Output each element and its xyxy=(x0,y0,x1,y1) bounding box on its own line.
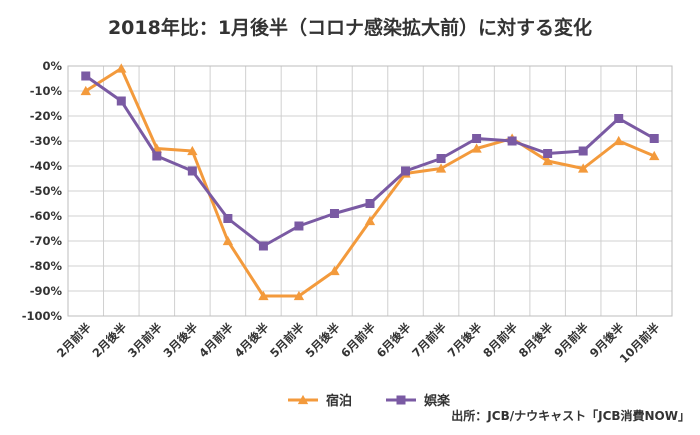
y-tick-label: 0% xyxy=(42,59,62,73)
x-tick-label: 5月後半 xyxy=(303,320,343,360)
legend-label: 娯楽 xyxy=(424,393,451,409)
x-tick-label: 10月前半 xyxy=(617,320,663,366)
data-point-triangle xyxy=(364,215,376,226)
data-point-square xyxy=(401,166,411,176)
data-point-triangle xyxy=(116,63,127,73)
data-point-square xyxy=(81,71,91,81)
data-point-triangle xyxy=(222,235,234,246)
data-point-triangle xyxy=(293,290,305,301)
series-goraku xyxy=(81,71,659,251)
x-axis-ticks: 2月前半2月後半3月前半3月後半4月前半4月後半5月前半5月後半6月前半6月後半… xyxy=(54,320,663,366)
data-point-triangle xyxy=(329,265,340,276)
data-point-square xyxy=(614,114,624,123)
data-point-square xyxy=(152,151,162,161)
y-tick-label: -10% xyxy=(30,84,63,98)
data-point-square xyxy=(116,96,126,106)
data-point-triangle xyxy=(297,394,309,405)
data-point-square xyxy=(365,199,375,208)
x-tick-label: 8月後半 xyxy=(516,320,556,360)
data-point-triangle xyxy=(578,163,589,173)
x-tick-label: 3月前半 xyxy=(125,320,165,360)
data-point-square xyxy=(223,214,233,223)
x-tick-label: 9月前半 xyxy=(551,320,591,360)
source-note: 出所：JCB/ナウキャスト「JCB消費NOW」 xyxy=(451,408,690,423)
data-point-triangle xyxy=(435,163,447,173)
x-tick-label: 4月後半 xyxy=(232,320,272,360)
x-tick-label: 4月前半 xyxy=(196,320,236,360)
legend-label: 宿泊 xyxy=(326,393,352,409)
y-tick-label: -70% xyxy=(30,234,63,248)
series-line xyxy=(84,67,655,298)
data-point-triangle xyxy=(649,150,660,161)
data-point-triangle xyxy=(80,85,91,96)
x-tick-label: 2月前半 xyxy=(54,320,94,360)
chart-title: 2018年比：1月後半（コロナ感染拡大前）に対する変化 xyxy=(108,16,592,39)
data-point-triangle xyxy=(258,290,269,301)
y-tick-label: -100% xyxy=(22,309,63,323)
x-tick-label: 6月前半 xyxy=(338,320,378,360)
plot-border xyxy=(67,65,673,317)
x-tick-label: 3月後半 xyxy=(161,320,201,360)
data-point-triangle xyxy=(187,145,198,156)
gridlines xyxy=(67,65,673,317)
data-point-square xyxy=(507,136,517,146)
y-axis-ticks: 0% -10% -20% -30% -40% -50% -60% -70% -80% -90% -1… xyxy=(22,59,63,323)
series-layer xyxy=(80,63,660,301)
data-point-square xyxy=(472,134,482,143)
legend-item: 娯楽 xyxy=(386,393,451,409)
y-tick-label: -60% xyxy=(30,209,63,223)
y-tick-label: -20% xyxy=(30,109,63,123)
legend: 宿泊 娯楽 xyxy=(288,393,451,409)
data-point-square xyxy=(294,221,304,231)
data-point-square xyxy=(436,154,446,163)
x-tick-label: 2月後半 xyxy=(89,320,129,360)
y-tick-label: -40% xyxy=(30,159,63,173)
x-tick-label: 7月後半 xyxy=(445,320,485,360)
data-point-square xyxy=(649,134,659,143)
x-tick-label: 5月前半 xyxy=(267,320,307,360)
data-point-triangle xyxy=(542,155,553,166)
y-tick-label: -90% xyxy=(30,284,63,298)
data-point-square xyxy=(258,241,268,251)
data-point-square xyxy=(187,166,197,176)
y-tick-label: -30% xyxy=(30,134,63,148)
y-tick-label: -80% xyxy=(30,259,63,273)
data-point-square xyxy=(396,395,406,405)
legend-item: 宿泊 xyxy=(288,393,352,409)
data-point-square xyxy=(329,209,339,218)
data-point-square xyxy=(543,149,553,158)
x-tick-label: 7月前半 xyxy=(409,320,449,360)
series-shukuhaku xyxy=(80,63,660,301)
data-point-triangle xyxy=(471,143,482,153)
y-tick-label: -50% xyxy=(30,184,63,198)
x-tick-label: 6月後半 xyxy=(374,320,414,360)
x-tick-label: 8月前半 xyxy=(480,320,520,360)
data-point-square xyxy=(578,146,588,156)
data-point-triangle xyxy=(613,135,624,146)
